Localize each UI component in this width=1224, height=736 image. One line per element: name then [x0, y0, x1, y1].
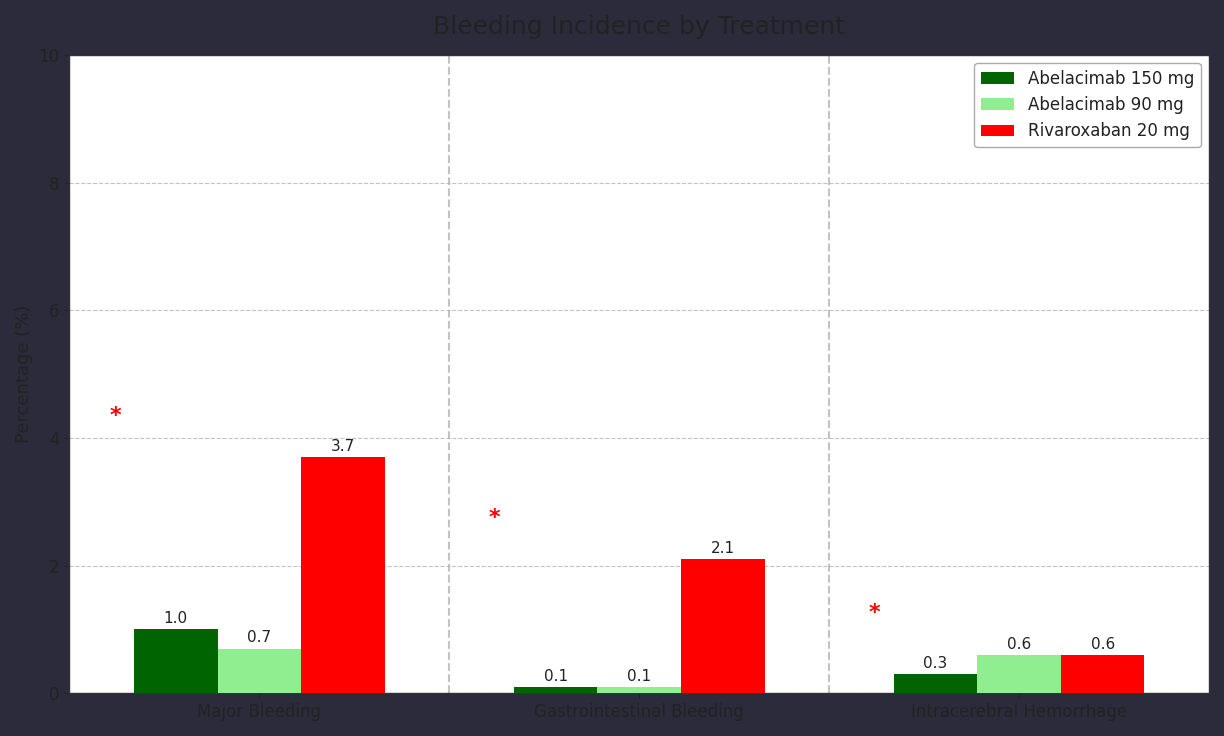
Bar	[218, 648, 301, 693]
Bar	[133, 629, 218, 693]
Bar	[597, 687, 681, 693]
Title: Bleeding Incidence by Treatment: Bleeding Incidence by Treatment	[433, 15, 846, 39]
Text: *: *	[490, 508, 501, 528]
Bar	[1061, 655, 1144, 693]
Bar	[977, 655, 1061, 693]
Bar	[894, 674, 977, 693]
Text: 0.1: 0.1	[627, 669, 651, 684]
Bar	[681, 559, 765, 693]
Text: 3.7: 3.7	[330, 439, 355, 454]
Y-axis label: Percentage (%): Percentage (%)	[15, 305, 33, 443]
Legend: Abelacimab 150 mg, Abelacimab 90 mg, Rivaroxaban 20 mg: Abelacimab 150 mg, Abelacimab 90 mg, Riv…	[974, 63, 1201, 147]
Text: 0.6: 0.6	[1007, 637, 1031, 652]
Bar	[301, 457, 384, 693]
Text: 0.3: 0.3	[923, 656, 947, 671]
Text: 0.7: 0.7	[247, 631, 272, 645]
Text: 1.0: 1.0	[164, 611, 187, 626]
Text: 0.6: 0.6	[1091, 637, 1115, 652]
Text: 0.1: 0.1	[543, 669, 568, 684]
Text: 2.1: 2.1	[711, 541, 734, 556]
Bar	[514, 687, 597, 693]
Text: *: *	[109, 406, 121, 425]
Text: *: *	[869, 604, 880, 623]
